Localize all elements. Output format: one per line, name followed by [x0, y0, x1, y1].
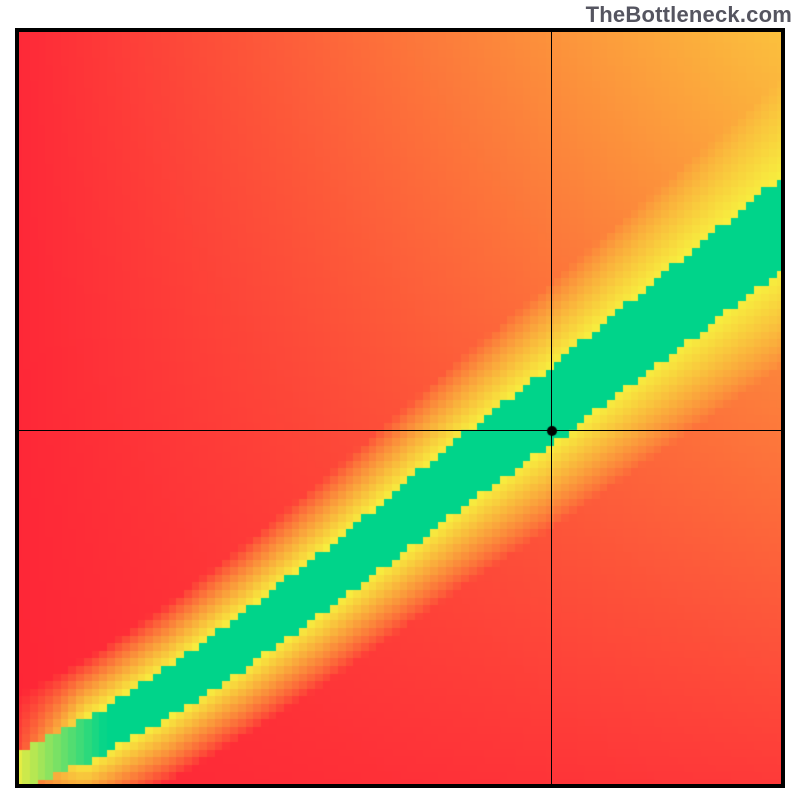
root-container: TheBottleneck.com — [0, 0, 800, 800]
watermark-text: TheBottleneck.com — [586, 2, 792, 28]
crosshair-horizontal — [15, 430, 785, 431]
crosshair-vertical — [551, 28, 552, 788]
heatmap-canvas — [15, 28, 785, 788]
crosshair-marker — [546, 425, 558, 437]
